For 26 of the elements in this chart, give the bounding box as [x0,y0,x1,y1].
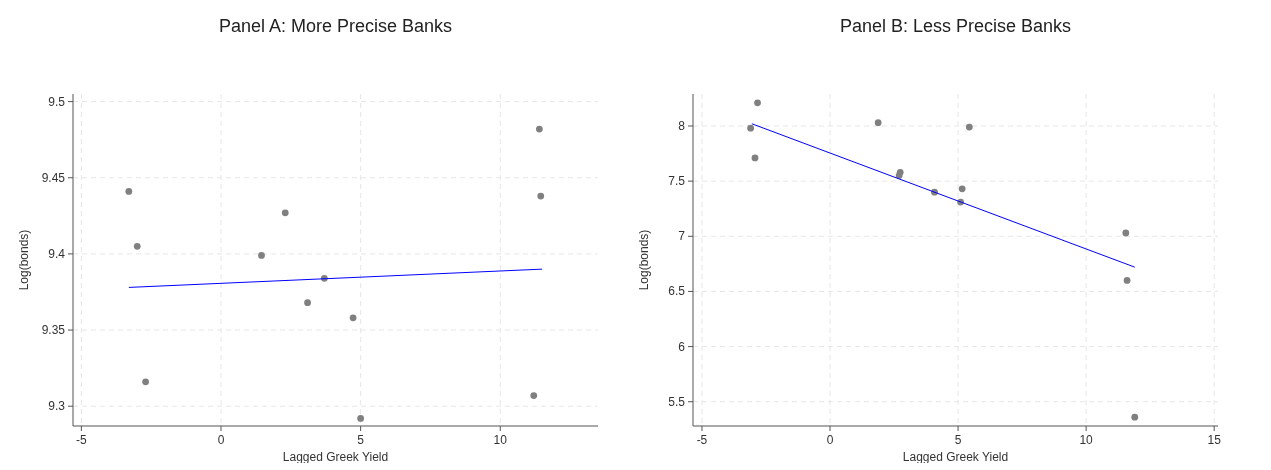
chart-title: Panel B: Less Precise Banks [839,16,1072,36]
y-tick-label: 9.5 [48,94,66,109]
x-tick-label: 5 [357,433,365,447]
y-tick-label: 8 [678,118,686,133]
y-tick-label: 9.35 [41,323,66,338]
y-tick-label: 7.5 [668,174,686,189]
x-axis-title: Lagged Greek Yield [902,450,1009,464]
x-tick-label: 0 [217,433,225,447]
x-tick-label: -5 [696,433,708,447]
x-tick-label: 0 [826,433,834,447]
x-tick-label: 5 [954,433,962,447]
y-tick-label: 9.4 [48,246,66,261]
y-tick-label: 9.45 [41,170,66,185]
x-tick-label: 10 [1079,433,1094,447]
y-tick-label: 6.5 [668,284,686,299]
y-tick-label: 9.3 [48,399,66,414]
y-tick-label: 7 [678,229,686,244]
y-tick-label: 6 [678,339,686,354]
y-tick-label: 5.5 [668,394,686,409]
x-tick-label: 10 [493,433,508,447]
y-axis-title: Log(bonds) [17,229,31,291]
chart-title: Panel A: More Precise Banks [218,16,453,36]
y-axis-title: Log(bonds) [637,229,651,291]
x-axis-title: Lagged Greek Yield [282,450,389,464]
x-tick-label: -5 [76,433,88,447]
x-tick-label: 15 [1207,433,1222,447]
